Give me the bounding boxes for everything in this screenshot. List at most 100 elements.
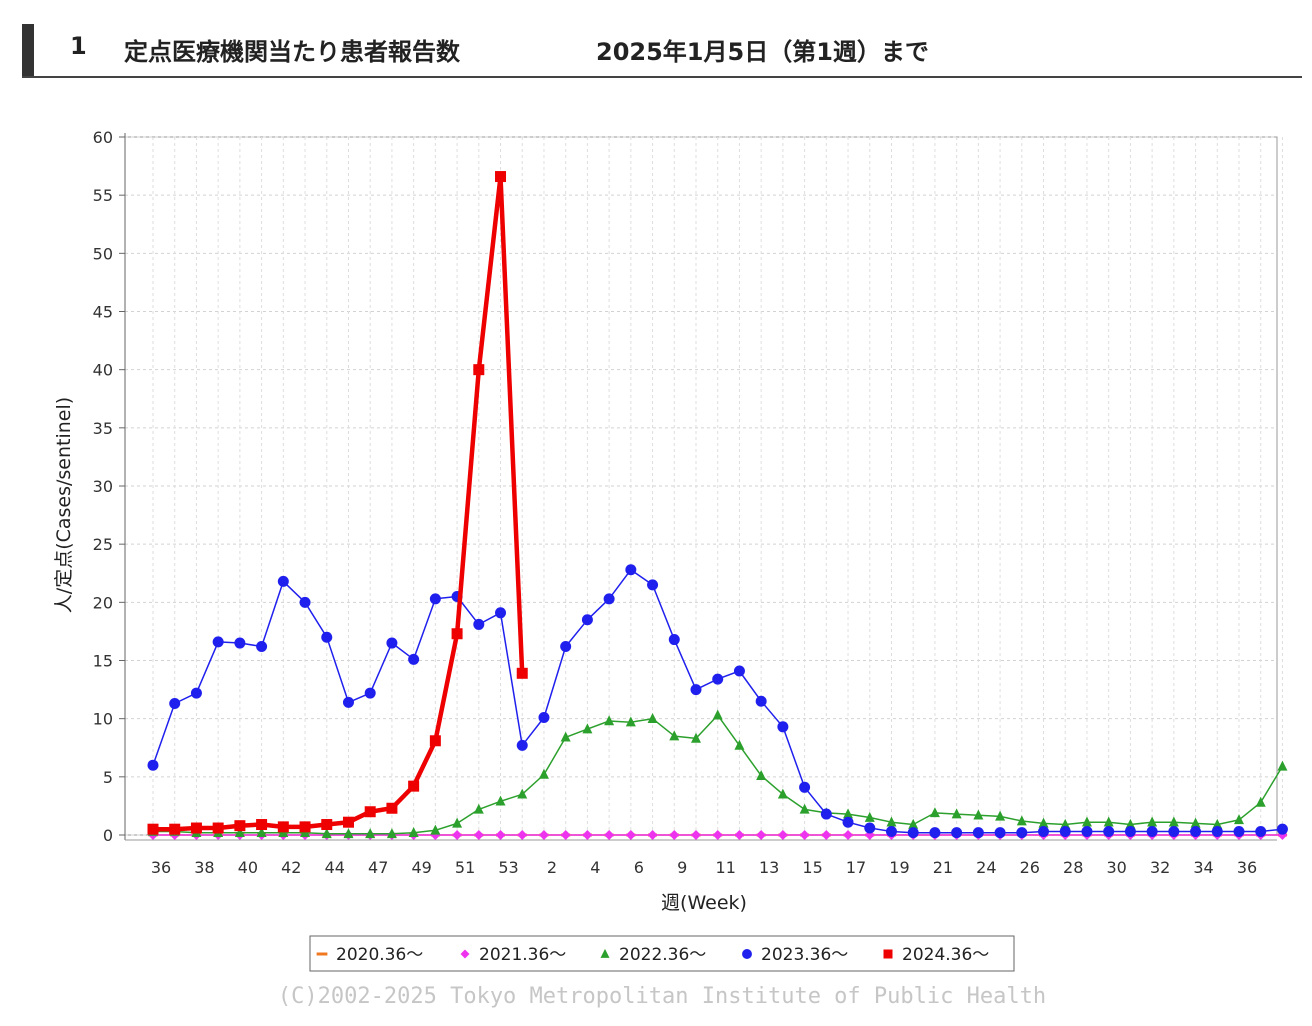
data-point (712, 830, 723, 840)
data-point (299, 596, 311, 608)
y-tick-label: 0 (103, 826, 113, 845)
x-tick-label: 36 (151, 858, 171, 877)
x-tick-label: 36 (1237, 858, 1257, 877)
x-tick-label: 47 (368, 858, 388, 877)
data-point (1255, 796, 1266, 807)
data-point (777, 721, 789, 733)
data-point (951, 808, 962, 819)
data-point (756, 769, 767, 780)
y-tick-label: 10 (93, 710, 113, 729)
series-circle (147, 564, 1288, 839)
data-point (429, 593, 441, 605)
x-tick-label: 32 (1150, 858, 1170, 877)
legend-label: 2021.36～ (479, 945, 566, 965)
legend-item: 2020.36～ (316, 945, 423, 965)
data-point (1276, 823, 1288, 835)
y-tick-label: 5 (103, 768, 113, 787)
legend-label: 2020.36～ (336, 945, 423, 965)
data-point (277, 575, 289, 587)
data-point (843, 830, 854, 840)
data-point (973, 809, 984, 820)
data-point (365, 828, 376, 839)
legend-marker (742, 949, 752, 959)
data-point (1059, 826, 1071, 838)
data-point (799, 781, 811, 793)
x-axis-label: 週(Week) (661, 892, 747, 914)
data-point (1103, 826, 1115, 838)
data-point (821, 830, 832, 840)
data-point (1168, 816, 1179, 827)
data-point (755, 695, 767, 707)
data-point (495, 171, 507, 183)
data-point (256, 826, 267, 837)
data-point (582, 830, 593, 840)
data-point (733, 665, 745, 677)
data-point (560, 641, 572, 653)
data-point (1147, 816, 1158, 827)
data-point (843, 808, 854, 819)
y-tick-label: 15 (93, 652, 113, 671)
x-tick-label: 53 (498, 858, 518, 877)
data-point (430, 824, 441, 835)
x-tick-label: 42 (281, 858, 301, 877)
y-tick-label: 50 (93, 244, 113, 263)
data-point (994, 827, 1006, 839)
y-tick-label: 55 (93, 186, 113, 205)
series-layer (147, 171, 1288, 840)
data-point (1211, 826, 1223, 838)
legend-item: 2021.36～ (460, 945, 566, 965)
report-date: 2025年1月5日（第1週）まで (596, 38, 929, 66)
data-point (169, 698, 181, 710)
data-point (256, 641, 268, 653)
data-point (1016, 815, 1027, 826)
x-tick-label: 28 (1063, 858, 1083, 877)
data-point (212, 636, 224, 648)
data-point (1146, 826, 1158, 838)
data-point (234, 820, 246, 832)
series-square (147, 171, 528, 835)
data-point (691, 830, 701, 840)
grid-lines (124, 136, 1283, 836)
legend-item: 2023.36～ (742, 945, 848, 965)
data-point (1038, 817, 1049, 828)
x-tick-label: 24 (976, 858, 996, 877)
data-point (669, 730, 680, 741)
data-point (560, 731, 571, 742)
data-point (951, 827, 963, 839)
x-tick-label: 40 (238, 858, 258, 877)
legend-marker (460, 949, 470, 959)
data-point (1060, 818, 1071, 829)
data-point (452, 817, 463, 828)
y-tick-label: 40 (93, 361, 113, 380)
data-point (734, 739, 745, 750)
x-tick-label: 26 (1020, 858, 1040, 877)
data-point (321, 631, 333, 643)
data-point (560, 830, 571, 840)
x-tick-label: 21 (933, 858, 953, 877)
data-point (234, 826, 245, 837)
legend-marker (883, 949, 893, 959)
legend-item: 2024.36～ (883, 945, 989, 965)
data-point (929, 827, 941, 839)
data-point (777, 830, 788, 840)
data-point (799, 803, 810, 814)
data-point (234, 637, 246, 649)
x-tick-label: 4 (590, 858, 600, 877)
data-point (907, 827, 919, 839)
x-tick-label: 49 (411, 858, 431, 877)
data-point (364, 806, 376, 818)
data-point (321, 828, 332, 839)
data-point (517, 788, 528, 799)
data-point (1212, 818, 1223, 829)
legend-marker (600, 948, 610, 958)
data-point (842, 816, 854, 828)
data-point (147, 759, 159, 771)
data-point (1277, 760, 1288, 771)
data-point (1081, 826, 1093, 838)
data-point (691, 732, 701, 743)
data-point (538, 830, 549, 840)
x-tick-label: 38 (194, 858, 214, 877)
y-tick-label: 60 (93, 128, 113, 147)
data-point (995, 810, 1006, 821)
data-point (342, 696, 354, 708)
